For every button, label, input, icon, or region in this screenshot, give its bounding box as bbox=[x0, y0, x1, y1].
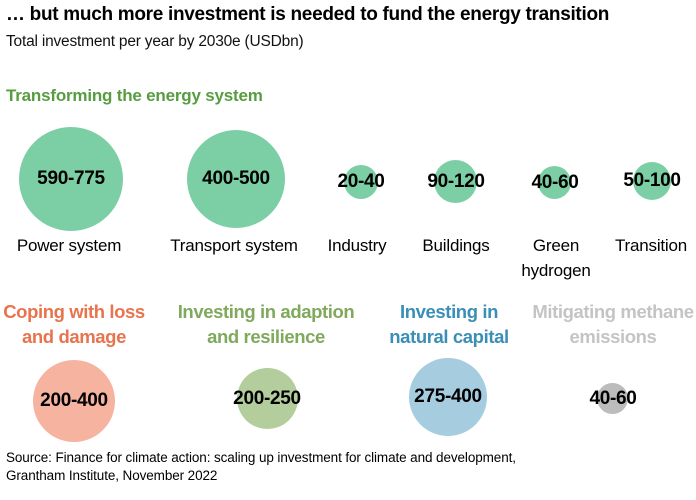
section-header-methane-emissions: Mitigating methane emissions bbox=[532, 299, 694, 349]
bubble-methane-emissions bbox=[597, 383, 628, 414]
bubble-label-power-system: Power system bbox=[16, 236, 122, 255]
bubble-value-methane-emissions: 40-60 bbox=[589, 388, 637, 409]
bubble-transport-system bbox=[187, 130, 285, 228]
bubble-value-power-system: 590-775 bbox=[37, 168, 105, 189]
chart-title: … but much more investment is needed to … bbox=[6, 4, 610, 25]
bubble-value-natural-capital: 275-400 bbox=[414, 386, 482, 407]
section-header-natural-capital: Investing in natural capital bbox=[389, 299, 509, 349]
section-header-transforming-energy-system: Transforming the energy system bbox=[6, 86, 263, 105]
bubble-buildings bbox=[434, 160, 477, 203]
source-line: Grantham Institute, November 2022 bbox=[6, 468, 218, 483]
bubble-natural-capital bbox=[409, 358, 487, 436]
bubble-loss-and-damage bbox=[33, 360, 115, 442]
section-header-line: Mitigating methane bbox=[532, 301, 694, 322]
bubble-label-buildings: Buildings bbox=[422, 236, 490, 255]
chart-subtitle: Total investment per year by 2030e (USDb… bbox=[6, 33, 304, 50]
bubble-value-industry: 20-40 bbox=[337, 171, 385, 192]
bubble-label-line: Green bbox=[532, 236, 580, 255]
bubble-green-hydrogen bbox=[538, 166, 571, 199]
section-header-adaption-resilience: Investing in adaption and resilience bbox=[178, 299, 355, 349]
bubble-value-transport-system: 400-500 bbox=[202, 168, 270, 189]
source-note: Source: Finance for climate action: scal… bbox=[6, 449, 516, 485]
section-header-line: natural capital bbox=[389, 326, 509, 347]
bubble-value-transition: 50-100 bbox=[623, 170, 681, 191]
bubble-label-industry: Industry bbox=[327, 236, 387, 255]
bubble-power-system bbox=[19, 127, 123, 231]
bubble-label-transition: Transition bbox=[614, 236, 688, 255]
section-header-line: and damage bbox=[22, 326, 126, 347]
bubble-value-adaption-resilience: 200-250 bbox=[233, 388, 301, 409]
section-header-line: emissions bbox=[569, 326, 657, 347]
section-header-loss-and-damage: Coping with loss and damage bbox=[3, 299, 145, 349]
bubble-label-transport-system: Transport system bbox=[170, 236, 298, 255]
section-header-line: and resilience bbox=[207, 326, 325, 347]
section-header-line: Investing in adaption bbox=[177, 301, 355, 322]
bubble-value-loss-and-damage: 200-400 bbox=[40, 390, 108, 411]
section-header-line: Investing in bbox=[400, 301, 498, 322]
source-line: Source: Finance for climate action: scal… bbox=[6, 450, 516, 465]
bubble-value-green-hydrogen: 40-60 bbox=[531, 172, 579, 193]
bubble-label-line: hydrogen bbox=[521, 261, 591, 280]
bubble-industry bbox=[344, 165, 378, 199]
bubble-label-green-hydrogen: Green hydrogen bbox=[521, 233, 590, 283]
bubble-transition bbox=[633, 162, 671, 200]
bubble-adaption-resilience bbox=[237, 368, 298, 429]
section-header-line: Coping with loss bbox=[3, 301, 145, 322]
bubble-value-buildings: 90-120 bbox=[427, 171, 485, 192]
